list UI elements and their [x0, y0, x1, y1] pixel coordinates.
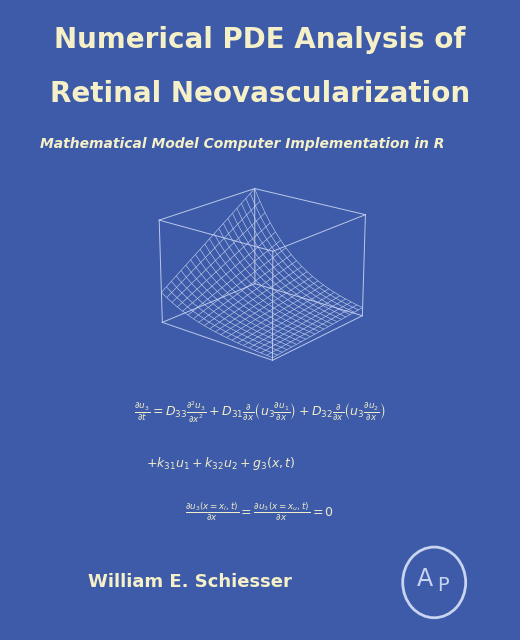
Text: $+k_{31}u_1 + k_{32}u_2 + g_3(x,t)$: $+k_{31}u_1 + k_{32}u_2 + g_3(x,t)$ [146, 456, 296, 472]
Text: Numerical PDE Analysis of: Numerical PDE Analysis of [54, 26, 466, 54]
Text: $\frac{\partial u_3(x=x_l,t)}{\partial x} = \frac{\partial u_3(x=x_u,t)}{\partia: $\frac{\partial u_3(x=x_l,t)}{\partial x… [186, 500, 334, 524]
Text: $\frac{\partial u_3}{\partial t} = D_{33}\frac{\partial^2 u_3}{\partial x^2} + D: $\frac{\partial u_3}{\partial t} = D_{33… [134, 400, 386, 426]
Text: Retinal Neovascularization: Retinal Neovascularization [50, 80, 470, 108]
Text: William E. Schiesser: William E. Schiesser [88, 573, 292, 591]
Text: $\mathsf{P}$: $\mathsf{P}$ [437, 576, 450, 595]
Text: Mathematical Model Computer Implementation in R: Mathematical Model Computer Implementati… [40, 137, 444, 151]
Text: $\mathsf{A}$: $\mathsf{A}$ [416, 567, 434, 591]
